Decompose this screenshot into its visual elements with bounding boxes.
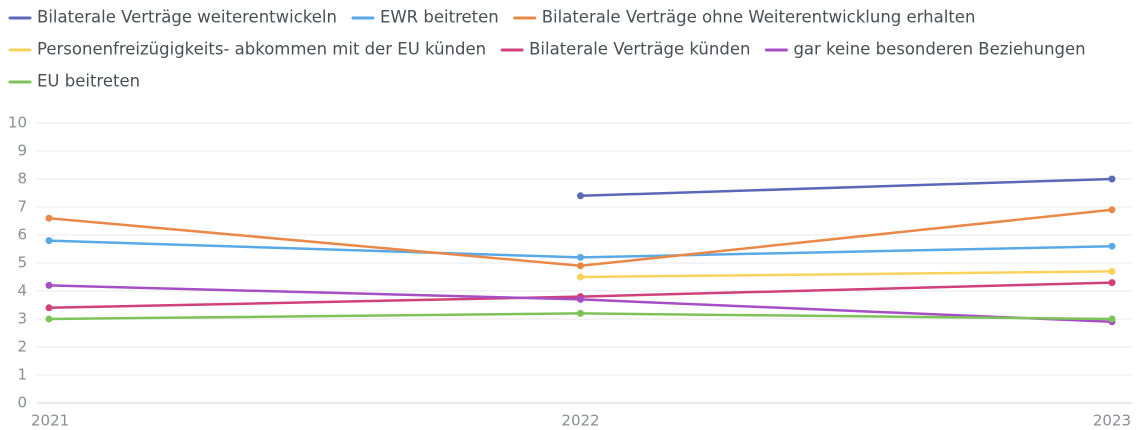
data-point <box>45 304 53 312</box>
data-point <box>45 237 53 245</box>
data-point <box>577 253 584 261</box>
legend-label: Bilaterale Verträge ohne Weiterentwicklu… <box>542 8 976 27</box>
data-point <box>1108 206 1116 214</box>
data-point <box>45 281 53 289</box>
data-point <box>45 315 53 323</box>
legend-label: Bilaterale Verträge weiterentwickeln <box>37 8 337 27</box>
data-point <box>577 262 584 270</box>
legend-label: EWR beitreten <box>380 8 499 27</box>
data-point <box>577 295 584 303</box>
legend-label: Personenfreizügigkeits- abkommen mit der… <box>37 40 486 59</box>
y-tick-label: 0 <box>17 394 27 412</box>
legend-label: Bilaterale Verträge künden <box>529 40 750 59</box>
data-point <box>45 214 53 222</box>
series-line <box>580 177 1113 198</box>
data-point <box>577 192 584 200</box>
data-point <box>1108 175 1116 183</box>
y-tick-label: 8 <box>17 170 27 188</box>
data-point <box>1108 279 1116 287</box>
y-tick-label: 1 <box>17 366 27 384</box>
x-tick-label: 2023 <box>1093 412 1131 430</box>
data-point <box>577 273 584 281</box>
legend-label: EU beitreten <box>37 72 140 91</box>
series-line <box>580 270 1113 279</box>
x-tick-label: 2021 <box>31 412 69 430</box>
data-point <box>577 309 584 317</box>
data-point <box>1108 267 1116 275</box>
y-tick-label: 9 <box>17 142 27 160</box>
data-point <box>1108 242 1116 250</box>
y-tick-label: 5 <box>17 254 27 272</box>
y-tick-label: 3 <box>17 310 27 328</box>
y-tick-label: 4 <box>17 282 27 300</box>
data-point <box>1108 315 1116 323</box>
y-tick-label: 10 <box>8 114 27 132</box>
y-tick-label: 2 <box>17 338 27 356</box>
y-tick-label: 7 <box>17 198 27 216</box>
y-tick-label: 6 <box>17 226 27 244</box>
x-tick-label: 2022 <box>561 412 599 430</box>
legend-label: gar keine besonderen Beziehungen <box>793 40 1085 59</box>
